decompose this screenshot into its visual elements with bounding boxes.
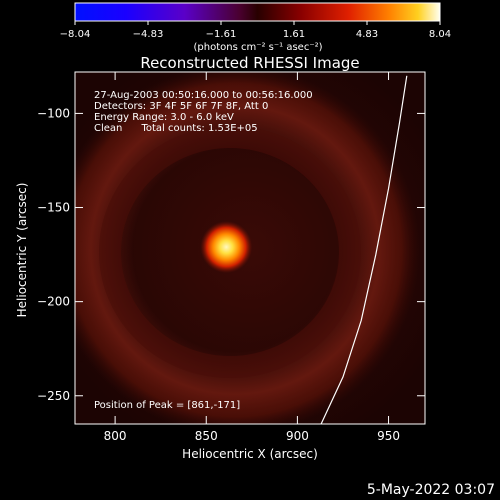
info-line-detectors: Detectors: 3F 4F 5F 6F 7F 8F, Att 0 bbox=[94, 101, 268, 112]
plot-frame bbox=[74, 71, 426, 425]
colorbar-tick-label: −8.04 bbox=[60, 29, 91, 40]
image-panel bbox=[75, 72, 425, 424]
peak-position-label: Position of Peak = [861,-171] bbox=[94, 400, 240, 411]
info-block: 27-Aug-2003 00:50:16.000 to 00:56:16.000… bbox=[94, 90, 313, 134]
y-tick-label: −200 bbox=[37, 295, 70, 309]
colorbar-strip bbox=[74, 2, 441, 22]
y-tick-label: −100 bbox=[37, 106, 70, 120]
colorbar-tick-label: 1.61 bbox=[283, 29, 305, 40]
x-tick-label: 950 bbox=[377, 429, 400, 443]
colorbar: −8.04 −4.83 −1.61 1.61 4.83 8.04 (photons cm⁻… bbox=[60, 2, 451, 53]
colorbar-tick-label: 8.04 bbox=[429, 29, 451, 40]
inner-ring bbox=[99, 126, 361, 378]
info-line-counts: Clean Total counts: 1.53E+05 bbox=[94, 123, 258, 134]
info-line-energy: Energy Range: 3.0 - 6.0 keV bbox=[94, 112, 234, 123]
x-tick-label: 850 bbox=[195, 429, 218, 443]
solar-limb-line bbox=[320, 75, 408, 424]
x-axis-label: Heliocentric X (arcsec) bbox=[182, 447, 318, 461]
colorbar-tick-label: −1.61 bbox=[206, 29, 237, 40]
peak-source bbox=[200, 221, 253, 274]
y-tick-label: −150 bbox=[37, 201, 70, 215]
info-line-time: 27-Aug-2003 00:50:16.000 to 00:56:16.000 bbox=[94, 90, 313, 101]
y-axis-ticks: −100 −150 −200 −250 bbox=[37, 106, 425, 403]
chart-title: Reconstructed RHESSI Image bbox=[140, 54, 359, 72]
y-axis-label: Heliocentric Y (arcsec) bbox=[15, 183, 29, 318]
footer-timestamp: 5-May-2022 03:07 bbox=[367, 482, 495, 498]
x-axis-ticks: 800 850 900 950 bbox=[104, 72, 400, 443]
colorbar-ticks: −8.04 −4.83 −1.61 1.61 4.83 8.04 bbox=[60, 21, 451, 40]
y-tick-label: −250 bbox=[37, 389, 70, 403]
x-tick-label: 800 bbox=[104, 429, 127, 443]
colorbar-units: (photons cm⁻² s⁻¹ asec⁻²) bbox=[193, 42, 322, 53]
x-tick-label: 900 bbox=[286, 429, 309, 443]
colorbar-tick-label: 4.83 bbox=[356, 29, 378, 40]
colorbar-tick-label: −4.83 bbox=[133, 29, 164, 40]
